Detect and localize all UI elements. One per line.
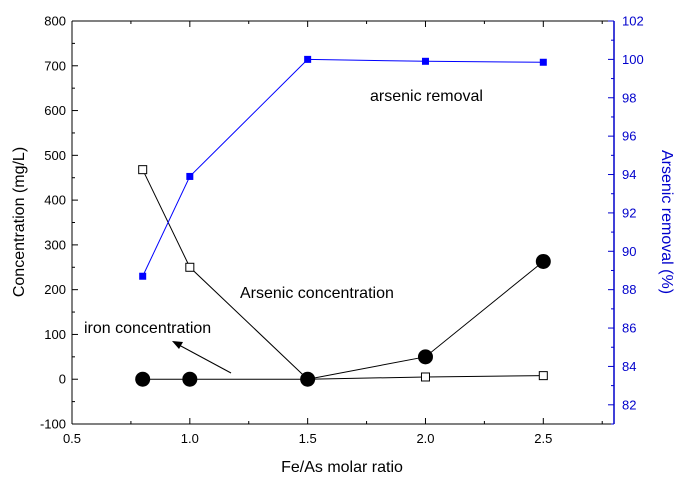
y-right-tick-label: 82 xyxy=(622,397,636,412)
y-right-tick-label: 102 xyxy=(622,14,644,29)
x-tick-label: 2.5 xyxy=(534,431,552,446)
annotations: arsenic removal Arsenic concentration ir… xyxy=(84,88,483,374)
y-left-tick-label: 600 xyxy=(44,103,66,118)
annotation-arsenic-removal: arsenic removal xyxy=(370,88,483,105)
annotation-arrow-shaft xyxy=(178,344,232,374)
y-right-tick-label: 90 xyxy=(622,244,636,259)
data-point-arsenic-removal xyxy=(304,55,312,63)
y-right-tick-label: 94 xyxy=(622,167,636,182)
y-right-tick-label: 100 xyxy=(622,52,644,67)
annotation-arrow-head xyxy=(172,341,183,349)
y-right-tick-label: 88 xyxy=(622,282,636,297)
y-right-tick-label: 98 xyxy=(622,90,636,105)
annotation-arsenic-concentration: Arsenic concentration xyxy=(240,285,394,302)
series-line-arsenic-removal xyxy=(142,58,544,277)
y-left-tick-label: 500 xyxy=(44,148,66,163)
data-point-arsenic-concentration xyxy=(185,262,195,272)
axes: 0.5 1.0 1.5 2.0 2.5 -100 0 100 200 300 400 500 600 70… xyxy=(40,14,644,447)
y-axis-right-title: Arsenic removal (%) xyxy=(658,150,675,294)
series-markers xyxy=(135,55,551,387)
y-right-tick-label: 96 xyxy=(622,129,636,144)
annotation-iron-concentration: iron concentration xyxy=(84,320,211,337)
series-line-arsenic-concentration xyxy=(142,169,544,380)
y-left-tick-label: 400 xyxy=(44,193,66,208)
data-point-arsenic-removal xyxy=(539,58,547,66)
y-left-tick-label: 0 xyxy=(59,372,66,387)
y-right-tick-label: 86 xyxy=(622,321,636,336)
x-tick-label: 2.0 xyxy=(416,431,434,446)
y-left-tick-label: -100 xyxy=(40,417,66,432)
y-left-tick-label: 200 xyxy=(44,282,66,297)
data-point-arsenic-concentration xyxy=(420,372,430,382)
y-axis-left-title: Concentration (mg/L) xyxy=(11,147,28,297)
data-point-iron-concentration xyxy=(535,253,551,269)
data-point-iron-concentration xyxy=(300,371,316,387)
y-left-tick-label: 800 xyxy=(44,14,66,29)
y-right-tick-label: 92 xyxy=(622,205,636,220)
data-point-arsenic-concentration xyxy=(538,371,548,381)
data-point-arsenic-removal xyxy=(139,272,147,280)
x-tick-label: 1.5 xyxy=(299,431,317,446)
data-point-iron-concentration xyxy=(417,349,433,365)
x-tick-label: 0.5 xyxy=(63,431,81,446)
data-point-arsenic-concentration xyxy=(138,165,148,175)
data-point-arsenic-removal xyxy=(186,172,194,180)
y-right-tick-label: 84 xyxy=(622,359,636,374)
y-left-tick-label: 100 xyxy=(44,327,66,342)
y-left-tick-label: 300 xyxy=(44,237,66,252)
data-point-iron-concentration xyxy=(135,371,151,387)
y-left-tick-label: 700 xyxy=(44,58,66,73)
data-point-arsenic-removal xyxy=(421,57,429,65)
x-tick-label: 1.0 xyxy=(181,431,199,446)
data-point-iron-concentration xyxy=(182,371,198,387)
x-axis-title: Fe/As molar ratio xyxy=(281,459,403,476)
